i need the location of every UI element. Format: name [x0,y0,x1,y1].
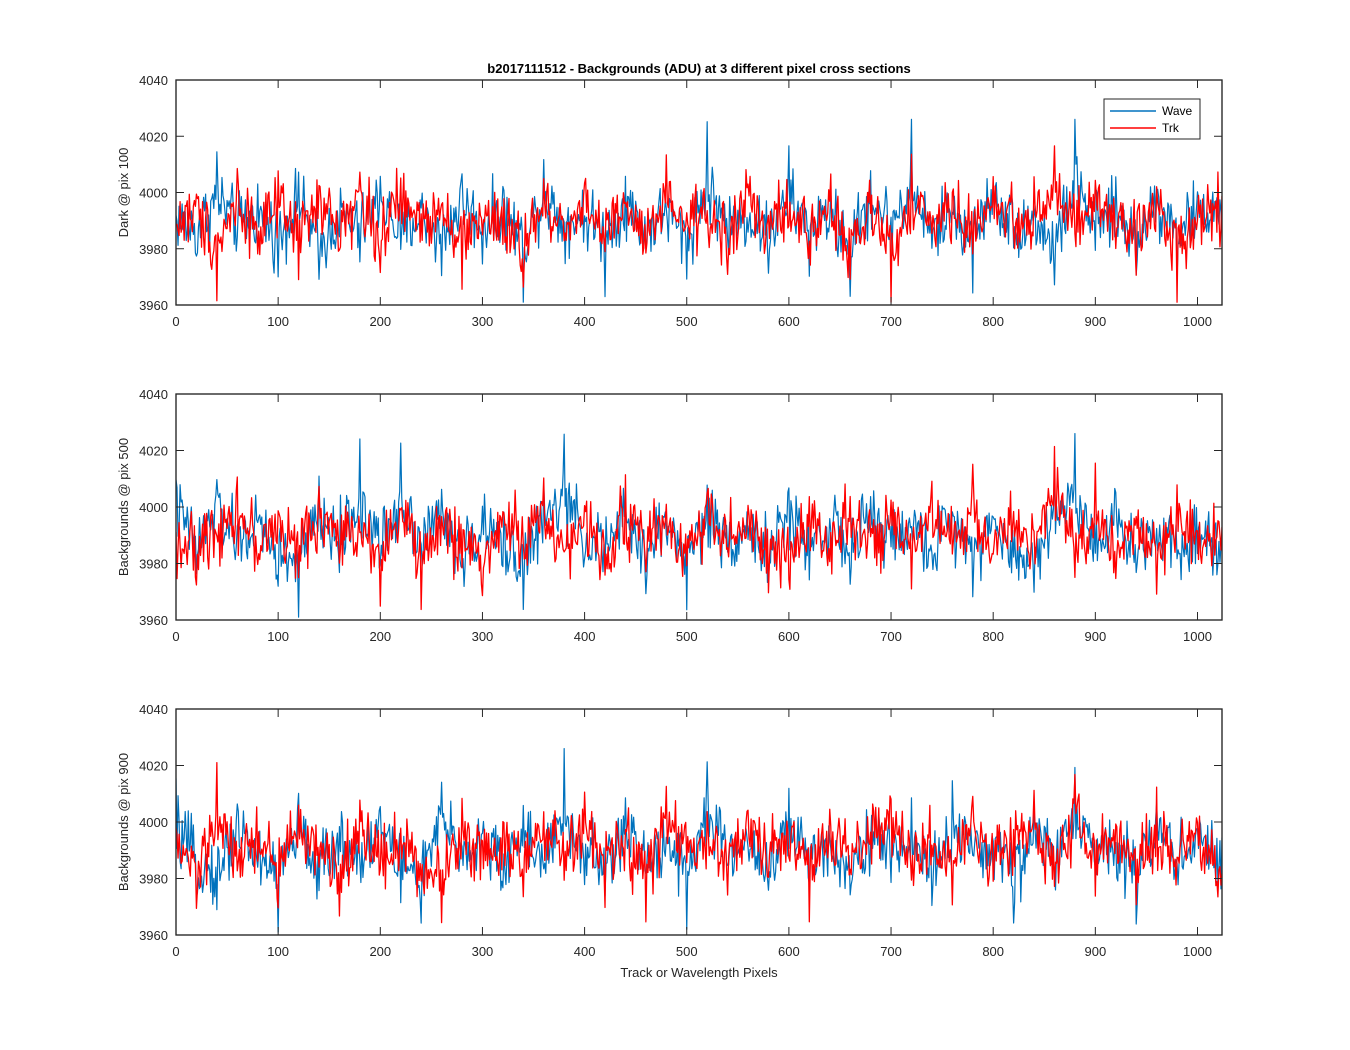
x-tick-label: 1000 [1183,629,1212,644]
y-tick-label: 3960 [139,298,168,313]
x-tick-label: 400 [574,944,596,959]
y-tick-label: 4020 [139,759,168,774]
x-tick-label: 200 [369,314,391,329]
x-tick-label: 900 [1084,314,1106,329]
x-tick-label: 1000 [1183,314,1212,329]
subplot-3: 0 100 200 300 400 500 600 700 800 900 1000 3960 3980… [116,702,1223,980]
x-tick-label: 100 [267,629,289,644]
legend-box [1103,98,1201,140]
x-tick-label: 400 [574,629,596,644]
x-tick-label: 600 [778,629,800,644]
legend-label-wave: Wave [1162,104,1193,118]
legend-label-trk: Trk [1162,121,1180,135]
y-tick-label: 4040 [139,387,168,402]
legend: Wave Trk [1103,98,1201,140]
series-line-trk [176,445,1222,611]
x-tick-label: 500 [676,629,698,644]
y-tick-label: 4000 [139,815,168,830]
plot-area [175,79,1223,306]
y-tick-label: 4020 [139,129,168,144]
x-tick-label: 700 [880,944,902,959]
y-tick-label: 4040 [139,702,168,717]
subplot-2: 0 100 200 300 400 500 600 700 800 900 1000 3960 3980… [116,387,1223,644]
x-tick-label: 500 [676,314,698,329]
subplot-1: 0 100 200 300 400 500 600 700 800 900 1000 3960 3980… [116,61,1223,329]
y-axis-label: Dark @ pix 100 [116,148,131,238]
x-tick-label: 0 [172,944,179,959]
y-tick-label: 3980 [139,872,168,887]
series-line-wave [176,118,1222,303]
x-tick-label: 300 [472,314,494,329]
y-tick-label: 4000 [139,186,168,201]
x-tick-label: 400 [574,314,596,329]
x-tick-label: 0 [172,629,179,644]
y-tick-label: 3980 [139,557,168,572]
x-tick-label: 1000 [1183,944,1212,959]
series-line-trk [176,761,1222,924]
x-tick-label: 800 [982,944,1004,959]
x-tick-label: 500 [676,944,698,959]
series-group [176,747,1222,933]
x-tick-label: 600 [778,944,800,959]
y-tick-label: 3960 [139,928,168,943]
x-tick-label: 700 [880,629,902,644]
y-tick-label: 4040 [139,73,168,88]
x-tick-label: 300 [472,629,494,644]
x-tick-label: 600 [778,314,800,329]
x-tick-label: 800 [982,314,1004,329]
x-tick-label: 300 [472,944,494,959]
series-line-trk [176,145,1222,303]
x-tick-label: 900 [1084,629,1106,644]
y-tick-label: 3980 [139,242,168,257]
x-tick-label: 200 [369,629,391,644]
x-tick-label: 100 [267,944,289,959]
x-tick-label: 700 [880,314,902,329]
series-line-wave [176,747,1222,933]
chart-title: b2017111512 - Backgrounds (ADU) at 3 dif… [487,61,910,76]
x-tick-label: 900 [1084,944,1106,959]
y-tick-label: 4000 [139,500,168,515]
series-group [176,118,1222,303]
x-tick-label: 100 [267,314,289,329]
y-axis-label: Backgrounds @ pix 900 [116,753,131,891]
x-tick-label: 0 [172,314,179,329]
x-tick-label: 800 [982,629,1004,644]
x-tick-label: 200 [369,944,391,959]
y-axis-label: Backgrounds @ pix 500 [116,438,131,576]
y-tick-label: 3960 [139,613,168,628]
series-group [176,432,1222,618]
x-axis-label: Track or Wavelength Pixels [620,965,778,980]
y-tick-label: 4020 [139,444,168,459]
